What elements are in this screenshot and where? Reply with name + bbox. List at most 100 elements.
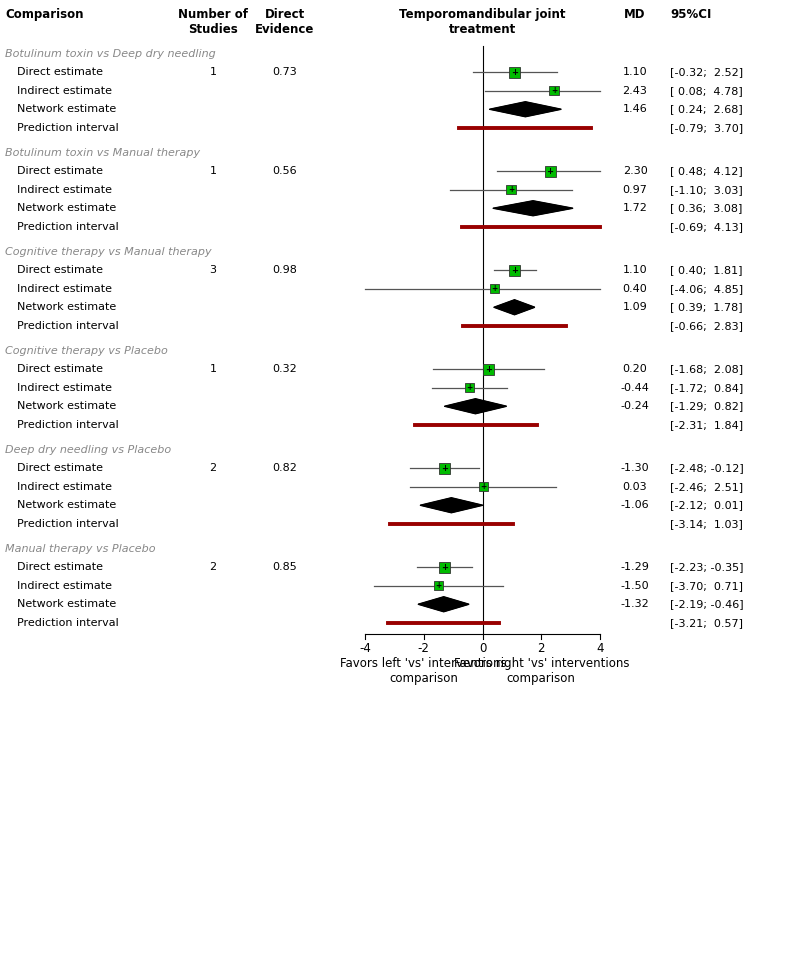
Text: Network estimate: Network estimate: [17, 203, 116, 213]
Text: 3: 3: [209, 266, 217, 275]
Text: -4: -4: [359, 642, 371, 655]
Text: [-1.10;  3.03]: [-1.10; 3.03]: [670, 185, 743, 195]
Text: Comparison: Comparison: [5, 8, 84, 21]
Text: +: +: [480, 482, 486, 492]
Bar: [439, 463, 450, 473]
Polygon shape: [493, 201, 573, 215]
Text: Direct estimate: Direct estimate: [17, 266, 103, 275]
Text: Prediction interval: Prediction interval: [17, 123, 119, 132]
Text: 4: 4: [596, 642, 603, 655]
Text: 0: 0: [479, 642, 486, 655]
Text: 1: 1: [209, 364, 217, 374]
Text: -1.06: -1.06: [621, 500, 650, 510]
Bar: [506, 185, 516, 194]
Bar: [509, 67, 521, 77]
Text: 95%CI: 95%CI: [670, 8, 712, 21]
Bar: [483, 364, 494, 375]
Text: [-3.70;  0.71]: [-3.70; 0.71]: [670, 581, 743, 591]
Text: [ 0.48;  4.12]: [ 0.48; 4.12]: [670, 166, 743, 176]
Text: [-2.19; -0.46]: [-2.19; -0.46]: [670, 599, 743, 610]
Text: -2: -2: [418, 642, 430, 655]
Text: Indirect estimate: Indirect estimate: [17, 581, 112, 591]
Text: 1.46: 1.46: [622, 104, 647, 114]
Text: 1.09: 1.09: [622, 302, 647, 312]
Text: Deep dry needling vs Placebo: Deep dry needling vs Placebo: [5, 444, 171, 455]
Text: [-1.29;  0.82]: [-1.29; 0.82]: [670, 401, 743, 412]
Text: Cognitive therapy vs Manual therapy: Cognitive therapy vs Manual therapy: [5, 246, 212, 257]
Text: Prediction interval: Prediction interval: [17, 519, 119, 528]
Text: -1.29: -1.29: [621, 562, 650, 572]
Bar: [478, 482, 488, 492]
Text: 1.10: 1.10: [622, 68, 647, 77]
Text: 1.72: 1.72: [622, 203, 647, 213]
Text: 0.85: 0.85: [272, 562, 298, 572]
Text: +: +: [441, 563, 448, 572]
Text: Direct estimate: Direct estimate: [17, 166, 103, 176]
Text: [-2.31;  1.84]: [-2.31; 1.84]: [670, 420, 743, 430]
Bar: [549, 86, 559, 96]
Text: 1: 1: [209, 166, 217, 176]
Text: -1.30: -1.30: [621, 464, 650, 473]
Text: Cognitive therapy vs Placebo: Cognitive therapy vs Placebo: [5, 346, 168, 355]
Text: Direct estimate: Direct estimate: [17, 562, 103, 572]
Bar: [509, 265, 521, 275]
Text: MD: MD: [624, 8, 646, 21]
Text: [ 0.08;  4.78]: [ 0.08; 4.78]: [670, 86, 743, 96]
Text: Indirect estimate: Indirect estimate: [17, 86, 112, 96]
Text: Prediction interval: Prediction interval: [17, 420, 119, 430]
Text: 1.10: 1.10: [622, 266, 647, 275]
Text: +: +: [508, 185, 514, 194]
Text: [-2.12;  0.01]: [-2.12; 0.01]: [670, 500, 743, 510]
Text: Network estimate: Network estimate: [17, 599, 116, 610]
Text: [-2.48; -0.12]: [-2.48; -0.12]: [670, 464, 743, 473]
Text: [ 0.36;  3.08]: [ 0.36; 3.08]: [670, 203, 743, 213]
Text: Network estimate: Network estimate: [17, 104, 116, 114]
Text: +: +: [466, 384, 473, 392]
Text: 0.32: 0.32: [272, 364, 298, 374]
Text: 1: 1: [209, 68, 217, 77]
Text: [-2.46;  2.51]: [-2.46; 2.51]: [670, 482, 743, 492]
Text: Favors right 'vs' interventions
comparison: Favors right 'vs' interventions comparis…: [454, 657, 629, 685]
Polygon shape: [445, 399, 506, 413]
Text: Indirect estimate: Indirect estimate: [17, 284, 112, 294]
Text: -1.32: -1.32: [621, 599, 650, 610]
Text: Direct estimate: Direct estimate: [17, 68, 103, 77]
Text: 0.97: 0.97: [622, 185, 647, 195]
Text: Temporomandibular joint
treatment: Temporomandibular joint treatment: [400, 8, 566, 36]
Text: 2: 2: [537, 642, 545, 655]
Text: Manual therapy vs Placebo: Manual therapy vs Placebo: [5, 544, 155, 554]
Text: [-2.23; -0.35]: [-2.23; -0.35]: [670, 562, 743, 572]
Polygon shape: [494, 299, 535, 315]
Text: 2.30: 2.30: [622, 166, 647, 176]
Text: [-0.79;  3.70]: [-0.79; 3.70]: [670, 123, 743, 132]
Text: +: +: [511, 68, 518, 76]
Text: [-3.14;  1.03]: [-3.14; 1.03]: [670, 519, 743, 528]
Polygon shape: [490, 101, 561, 117]
Text: -1.50: -1.50: [621, 581, 650, 591]
Text: [-0.66;  2.83]: [-0.66; 2.83]: [670, 321, 743, 330]
Text: 2: 2: [209, 464, 217, 473]
Text: 0.03: 0.03: [622, 482, 647, 492]
Text: 0.56: 0.56: [273, 166, 298, 176]
Text: [-1.68;  2.08]: [-1.68; 2.08]: [670, 364, 743, 374]
Text: +: +: [511, 266, 518, 274]
Text: -0.24: -0.24: [621, 401, 650, 412]
Polygon shape: [420, 497, 483, 513]
Text: Direct
Evidence: Direct Evidence: [256, 8, 314, 36]
Bar: [490, 284, 499, 294]
Text: [ 0.24;  2.68]: [ 0.24; 2.68]: [670, 104, 743, 114]
Text: Number of
Studies: Number of Studies: [178, 8, 248, 36]
Text: -0.44: -0.44: [621, 383, 650, 393]
Text: 0.40: 0.40: [622, 284, 647, 294]
Text: Botulinum toxin vs Deep dry needling: Botulinum toxin vs Deep dry needling: [5, 48, 216, 59]
Text: +: +: [547, 167, 553, 176]
Bar: [439, 562, 450, 573]
Polygon shape: [418, 597, 469, 611]
Bar: [544, 166, 556, 177]
Text: Indirect estimate: Indirect estimate: [17, 185, 112, 195]
Text: [-3.21;  0.57]: [-3.21; 0.57]: [670, 617, 743, 628]
Text: [-0.69;  4.13]: [-0.69; 4.13]: [670, 222, 743, 232]
Text: Network estimate: Network estimate: [17, 302, 116, 312]
Text: Favors left 'vs' interventions
comparison: Favors left 'vs' interventions compariso…: [341, 657, 507, 685]
Text: +: +: [435, 582, 442, 590]
